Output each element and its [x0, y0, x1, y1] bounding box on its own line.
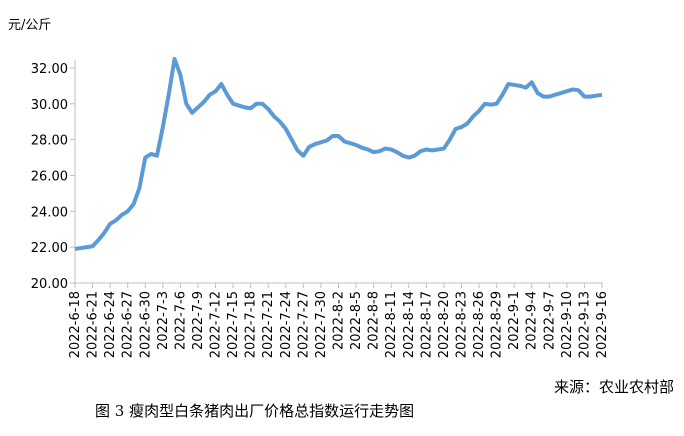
x-tick-label: 2022-8-14	[402, 291, 417, 358]
x-tick-label: 2022-8-20	[437, 291, 452, 358]
x-tick-label: 2022-7-6	[173, 291, 188, 350]
x-tick-label: 2022-8-26	[472, 291, 487, 358]
x-tick-label: 2022-8-23	[454, 291, 469, 358]
x-tick-label: 2022-8-29	[490, 291, 505, 358]
x-tick-label: 2022-7-18	[244, 291, 259, 358]
x-tick-label: 2022-6-27	[121, 291, 136, 358]
x-tick-label: 2022-7-21	[261, 291, 276, 358]
x-tick-label: 2022-8-11	[384, 291, 399, 358]
x-tick-label: 2022-6-30	[138, 291, 153, 358]
x-tick-label: 2022-7-12	[209, 291, 224, 358]
x-tick-label: 2022-8-17	[419, 291, 434, 358]
unit-label: 元/公斤	[8, 18, 51, 33]
x-tick-label: 2022-8-8	[367, 291, 382, 350]
y-tick-label: 20.00	[31, 277, 68, 292]
x-tick-label: 2022-7-9	[191, 291, 206, 350]
y-tick-label: 22.00	[31, 241, 68, 256]
y-tick-label: 24.00	[31, 205, 68, 220]
y-tick-label: 26.00	[31, 169, 68, 184]
x-tick-label: 2022-9-10	[560, 291, 575, 358]
y-tick-label: 32.00	[31, 62, 68, 77]
x-tick-label: 2022-9-1	[507, 291, 522, 350]
x-tick-label: 2022-7-30	[314, 291, 329, 358]
x-tick-label: 2022-9-13	[577, 291, 592, 358]
line	[74, 56, 603, 251]
source: 来源：农业农村部	[554, 378, 674, 396]
x-tick-label: 2022-8-5	[349, 291, 364, 350]
x-tick-label: 2022-6-18	[68, 291, 83, 358]
y-tick-label: 30.00	[31, 98, 68, 113]
x-tick-label: 2022-9-16	[595, 291, 610, 358]
x-tick-label: 2022-8-2	[332, 291, 347, 350]
x-tick-label: 2022-7-15	[226, 291, 241, 358]
x-tick-label: 2022-9-7	[542, 291, 557, 350]
x-tick-label: 2022-6-24	[103, 291, 118, 358]
caption: 图 3 瘦肉型白条猪肉出厂价格总指数运行走势图	[95, 402, 414, 420]
x-tick-label: 2022-7-3	[156, 291, 171, 350]
x-tick-label: 2022-7-24	[279, 291, 294, 358]
x-tick-label: 2022-9-4	[525, 291, 540, 350]
x-tick-label: 2022-6-21	[86, 291, 101, 358]
x-tick-label: 2022-7-27	[296, 291, 311, 358]
y-tick-label: 28.00	[31, 134, 68, 149]
